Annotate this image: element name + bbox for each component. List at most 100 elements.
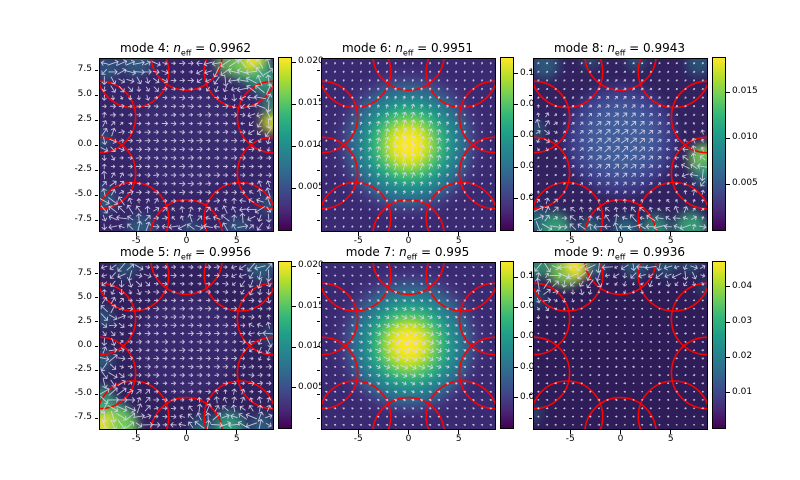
y-tick-mark (528, 169, 532, 171)
y-tick-label: -7.5 (74, 412, 92, 423)
y-tick-mark (316, 345, 320, 347)
x-tick-label: 5 (455, 434, 462, 444)
title-prefix: mode 7: (345, 245, 400, 259)
colorbar-tick-label: 0.06 (520, 130, 541, 141)
colorbar-tick-label: 0.010 (298, 140, 324, 151)
colorbar-tick-mark (514, 336, 518, 338)
x-tick-mark (620, 232, 621, 236)
title-prefix: mode 4: (119, 41, 174, 55)
subplot-mode-6: mode 6: neff = 0.9951 -5 0 5 0.02 0.04 0.06 0.… (316, 41, 540, 246)
x-tick-label: 0 (617, 236, 624, 246)
title-value: = 0.9936 (625, 245, 686, 259)
colorbar-tick-label: 0.020 (298, 56, 324, 67)
colorbar-tick-mark (292, 61, 296, 63)
x-tick-mark (135, 430, 137, 434)
subplot-mode-9: mode 9: neff = 0.9936 -5 0 5 0.01 0.02 0.03 0.… (528, 245, 752, 444)
x-tick-mark (569, 430, 571, 434)
colorbar-tick-mark (514, 104, 518, 106)
y-tick-mark (528, 219, 532, 221)
colorbar (712, 261, 726, 429)
n-symbol: n (173, 41, 181, 55)
y-tick-mark (316, 119, 320, 121)
y-tick-mark (94, 144, 98, 146)
axes-canvas (99, 58, 274, 232)
x-tick-mark (236, 232, 238, 236)
plot-title: mode 4: neff = 0.9962 (99, 41, 272, 57)
colorbar-tick-mark (292, 187, 296, 189)
x-tick-label: 0 (183, 434, 190, 444)
x-tick-mark (670, 430, 672, 434)
y-tick-mark (94, 393, 98, 395)
colorbar-tick-label: 0.10 (520, 67, 541, 78)
colorbar-tick-label: 0.02 (520, 391, 541, 402)
y-tick-mark (316, 273, 320, 275)
x-tick-mark (135, 232, 137, 236)
y-tick-label: -5.0 (74, 388, 92, 399)
plot-title: mode 7: neff = 0.995 (321, 245, 494, 261)
title-prefix: mode 6: (341, 41, 396, 55)
colorbar-tick-mark (514, 397, 518, 399)
n-subscript: eff (402, 48, 414, 58)
y-tick-mark (316, 393, 320, 395)
n-symbol: n (607, 245, 615, 259)
colorbar-tick-mark (514, 73, 518, 75)
x-tick-mark (186, 430, 187, 434)
colorbar-tick-label: 0.04 (520, 361, 541, 372)
x-tick-mark (458, 232, 460, 236)
x-tick-label: -5 (565, 236, 575, 246)
colorbar-tick-label: 0.08 (520, 301, 541, 312)
y-tick-label: 7.5 (77, 267, 92, 278)
y-tick-mark (528, 69, 532, 71)
plot-title: mode 5: neff = 0.9956 (99, 245, 272, 261)
colorbar (712, 57, 726, 231)
x-tick-label: 5 (233, 236, 240, 246)
subplot-mode-7: mode 7: neff = 0.995 -5 0 5 0.02 0.04 0.06 0.0… (316, 245, 540, 444)
colorbar-tick-label: 0.04 (520, 161, 541, 172)
n-symbol: n (607, 41, 615, 55)
title-value: = 0.9951 (413, 41, 474, 55)
n-subscript: eff (180, 48, 192, 58)
y-tick-mark (94, 94, 98, 96)
n-symbol: n (399, 245, 407, 259)
title-value: = 0.995 (417, 245, 470, 259)
y-tick-mark (94, 417, 98, 419)
colorbar-tick-mark (726, 91, 730, 93)
plot-title: mode 9: neff = 0.9936 (533, 245, 706, 261)
plot-title: mode 6: neff = 0.9951 (321, 41, 494, 57)
colorbar-tick-mark (514, 166, 518, 168)
y-tick-label: 2.5 (77, 315, 92, 326)
title-prefix: mode 9: (553, 245, 608, 259)
colorbar-tick-mark (514, 135, 518, 137)
colorbar-tick-mark (514, 367, 518, 369)
colorbar-tick-label: 0.015 (298, 300, 324, 311)
title-value: = 0.9943 (625, 41, 686, 55)
colorbar-tick-mark (726, 286, 730, 288)
y-tick-mark (94, 219, 98, 221)
colorbar (500, 57, 514, 231)
colorbar-tick-mark (514, 198, 518, 200)
colorbar-tick-mark (726, 356, 730, 358)
y-tick-mark (528, 417, 532, 419)
x-tick-mark (569, 232, 571, 236)
y-tick-mark (528, 144, 532, 146)
n-subscript: eff (180, 252, 192, 262)
subplot-mode-4: mode 4: neff = 0.9962 -5 0 5 7.5 5.0 2.5 0.0 -2… (74, 41, 323, 246)
y-tick-mark (316, 321, 320, 323)
y-tick-label: -2.5 (74, 364, 92, 375)
colorbar-tick-mark (726, 392, 730, 394)
y-tick-mark (316, 169, 320, 171)
title-prefix: mode 5: (119, 245, 174, 259)
x-tick-label: 0 (183, 236, 190, 246)
x-tick-mark (620, 430, 621, 434)
y-tick-mark (528, 194, 532, 196)
y-tick-mark (528, 273, 532, 275)
y-tick-label: 2.5 (77, 114, 92, 124)
colorbar (500, 261, 514, 429)
y-tick-mark (94, 169, 98, 171)
colorbar-tick-label: 0.015 (298, 98, 324, 109)
colorbar-tick-mark (292, 265, 296, 267)
y-tick-label: 5.0 (77, 89, 92, 99)
n-subscript: eff (614, 48, 626, 58)
colorbar-tick-label: 0.03 (732, 316, 753, 327)
y-tick-label: 0.0 (77, 139, 92, 149)
